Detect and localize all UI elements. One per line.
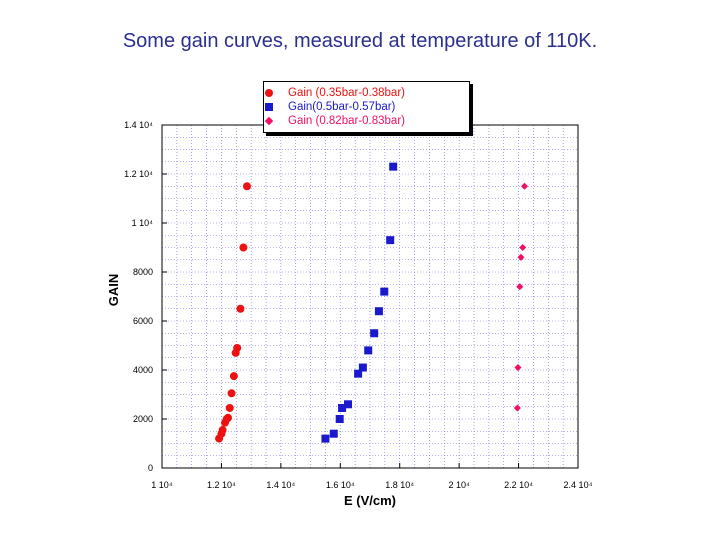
x-tick-label: 2.2 10⁴ [504, 480, 533, 490]
x-tick-label: 1.6 10⁴ [326, 480, 355, 490]
x-tick-label: 2 10⁴ [448, 480, 470, 490]
legend-label-0: Gain (0.35bar-0.38bar) [288, 87, 405, 99]
y-tick-label: 1 10⁴ [132, 218, 154, 228]
series-1-point [335, 415, 344, 423]
series-0-point [229, 372, 238, 381]
series-2-point [514, 364, 522, 372]
square-marker-icon [265, 103, 273, 111]
mark-layer [215, 162, 529, 443]
series-1-point [370, 329, 379, 338]
legend: Gain (0.35bar-0.38bar) Gain(0.5bar-0.57b… [263, 81, 470, 133]
series-2-point [516, 283, 524, 291]
series-0-point [225, 403, 234, 412]
y-tick-label: 8000 [133, 267, 153, 277]
tick-layer: 1 10⁴ 1.2 10⁴ 1.4 10⁴ 1.6 10⁴ 1.8 10⁴ 2 10⁴ 2.… [124, 120, 592, 490]
x-tick-label: 1.4 10⁴ [266, 480, 295, 490]
x-tick-label: 1.2 10⁴ [207, 480, 236, 490]
y-tick-label: 1.2 10⁴ [124, 169, 153, 179]
legend-label-1: Gain(0.5bar-0.57bar) [288, 101, 396, 113]
grid-layer [162, 125, 578, 468]
series-1-point [364, 346, 373, 355]
series-0-point [242, 182, 251, 191]
diamond-marker-icon [264, 116, 274, 126]
slide-title: Some gain curves, measured at temperatur… [122, 30, 598, 52]
legend-item-0: Gain (0.35bar-0.38bar) [265, 86, 405, 100]
series-0-point [227, 389, 236, 398]
legend-item-1: Gain(0.5bar-0.57bar) [265, 100, 396, 114]
legend-item-2: Gain (0.82bar-0.83bar) [264, 114, 405, 128]
y-tick-label: 6000 [133, 316, 153, 326]
series-2-point [519, 243, 527, 252]
x-tick-label: 1.8 10⁴ [385, 480, 414, 490]
series-1-point [321, 434, 330, 443]
series-1-point [389, 162, 398, 171]
series-1-point [374, 307, 383, 316]
series-0-point [218, 426, 227, 435]
series-1-point [386, 236, 395, 245]
series-1-point [338, 403, 347, 412]
x-tick-label: 2.4 10⁴ [564, 480, 593, 490]
y-axis-label: GAIN [106, 273, 121, 307]
legend-label-2: Gain (0.82bar-0.83bar) [288, 115, 405, 127]
series-1-point [344, 400, 353, 409]
series-0-point [239, 243, 248, 252]
series-2-point [517, 253, 525, 261]
x-axis-label: E (V/cm) [343, 493, 396, 508]
circle-marker-icon [265, 89, 273, 97]
series-1-point [358, 363, 367, 372]
series-1-point [329, 429, 338, 438]
series-1-point [380, 287, 389, 296]
y-tick-label: 4000 [133, 365, 153, 375]
series-2-point [513, 404, 521, 412]
y-tick-label: 1.4 10⁴ [124, 120, 153, 130]
x-tick-label: 1 10⁴ [151, 480, 173, 490]
y-tick-label: 0 [148, 463, 153, 473]
series-1-point [354, 369, 363, 378]
series-0-point [236, 304, 245, 313]
series-0-point [223, 413, 232, 422]
y-tick-label: 2000 [133, 414, 153, 424]
series-2-point [520, 182, 529, 190]
series-0-point [233, 343, 242, 352]
